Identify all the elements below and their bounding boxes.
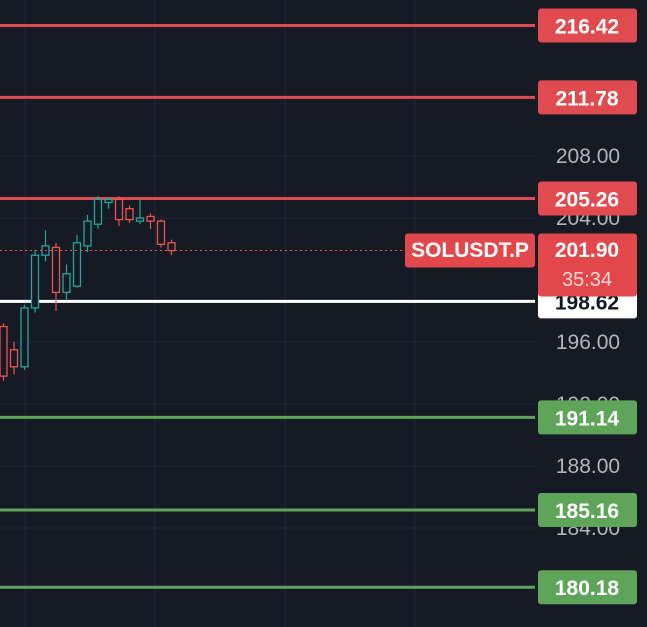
candle-body — [146, 215, 155, 222]
level-price-label: 205.26 — [555, 188, 619, 211]
candle-body — [20, 307, 29, 368]
candle-body — [104, 198, 113, 204]
candle-body — [156, 220, 166, 246]
candle-body — [167, 242, 176, 252]
candle — [51, 242, 61, 311]
candle-body — [125, 208, 134, 221]
symbol-ticker: SOLUSDT.P — [411, 239, 529, 262]
level-resistance[interactable]: 211.78 — [0, 80, 637, 115]
candle — [93, 196, 103, 229]
level-price-label: 185.16 — [555, 500, 619, 523]
level-support[interactable]: 180.18 — [0, 570, 637, 605]
candle-body — [30, 254, 40, 309]
level-price-label: 198.62 — [555, 291, 619, 314]
level-price-badge — [538, 8, 637, 43]
candle-body — [62, 273, 71, 294]
last-price-value: 201.90 — [555, 239, 619, 262]
level-price-badge — [538, 493, 637, 528]
level-resistance[interactable]: 205.26 — [0, 181, 637, 216]
level-price-label: 216.42 — [555, 15, 619, 38]
candle — [146, 213, 155, 229]
candle-body — [0, 325, 8, 377]
last-price-badge — [538, 233, 637, 297]
candle-body — [9, 349, 19, 368]
candle — [72, 235, 82, 288]
candle — [0, 323, 8, 381]
candle — [30, 250, 40, 313]
symbol-badge — [405, 233, 535, 268]
level-price-badge — [538, 80, 637, 115]
price-tick-label: 188.00 — [556, 455, 620, 478]
last-price-marker: SOLUSDT.P 201.90 35:34 — [0, 233, 637, 297]
candle-body — [72, 242, 82, 287]
level-price-badge — [538, 400, 637, 435]
candle — [114, 196, 124, 226]
price-tick-label: 208.00 — [556, 145, 620, 168]
candle-body — [83, 220, 92, 247]
candle — [135, 199, 145, 225]
candle — [83, 214, 92, 253]
level-price-label: 180.18 — [555, 577, 620, 600]
level-resistance[interactable]: 216.42 — [0, 8, 637, 43]
candle — [156, 219, 166, 248]
candle — [62, 264, 71, 301]
candle — [104, 197, 113, 209]
level-price-badge — [538, 181, 637, 216]
level-support[interactable]: 185.16 — [0, 493, 637, 528]
candle-body — [114, 198, 124, 221]
level-support[interactable]: 191.14 — [0, 400, 637, 435]
candle-body — [93, 198, 103, 225]
level-price-badge — [538, 570, 637, 605]
candle-body — [135, 217, 145, 222]
candle — [20, 304, 29, 370]
price-tick-label: 196.00 — [556, 331, 620, 354]
candle — [125, 205, 134, 223]
candle-body — [51, 246, 61, 294]
level-price-label: 211.78 — [555, 87, 618, 110]
candle — [9, 342, 19, 375]
bar-countdown: 35:34 — [562, 269, 612, 291]
candles — [0, 196, 176, 381]
level-price-label: 191.14 — [555, 407, 620, 430]
grid — [0, 0, 535, 627]
